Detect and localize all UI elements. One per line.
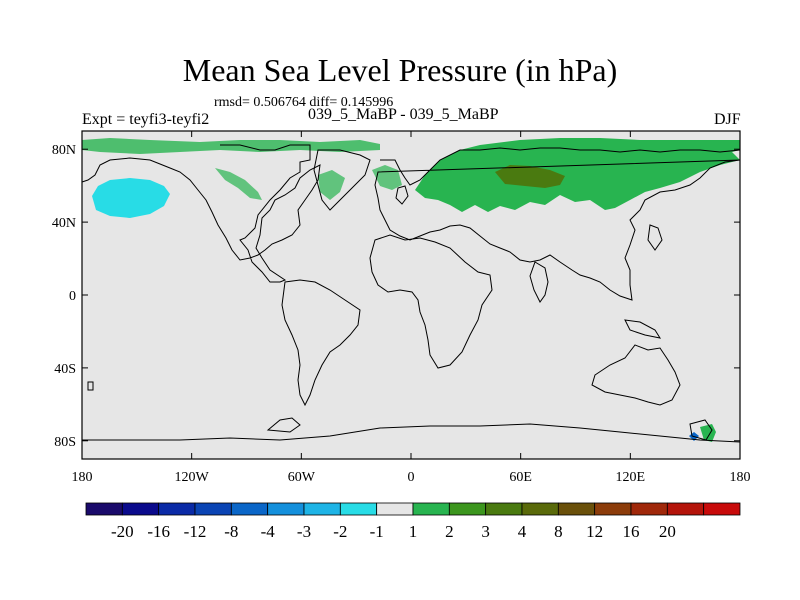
colorbar-label: 4 — [518, 522, 527, 541]
lat-tick-label: 40N — [52, 216, 76, 231]
subtitle: 039_5_MaBP - 039_5_MaBP — [308, 106, 499, 123]
coast-africa — [369, 234, 493, 369]
colorbar-swatch — [85, 502, 123, 516]
colorbar-swatch — [121, 502, 160, 516]
colorbar-swatch — [630, 502, 668, 516]
negative-region-north-pacific — [92, 178, 170, 218]
coast-antarctic-island — [689, 419, 713, 441]
colorbar-swatch — [303, 502, 341, 516]
colorbar-label: -1 — [370, 522, 384, 541]
lon-tick-label: 180 — [730, 470, 751, 485]
lat-tick-label: 0 — [69, 289, 76, 304]
colorbar-swatch — [412, 502, 450, 516]
colorbar-swatch — [594, 502, 632, 516]
lon-tick-label: 120E — [616, 470, 646, 485]
colorbar-swatch — [666, 502, 705, 516]
colorbar-label: 12 — [586, 522, 603, 541]
lon-tick-label: 120W — [175, 470, 210, 485]
coast-small-island — [87, 381, 94, 391]
positive-anomaly-regions — [82, 138, 740, 442]
positive-region-north-america — [215, 168, 262, 200]
colorbar-label: -2 — [333, 522, 347, 541]
colorbar-label: -12 — [184, 522, 207, 541]
colorbar-label: 20 — [659, 522, 676, 541]
colorbar-label: 2 — [445, 522, 454, 541]
colorbar-swatch — [230, 502, 269, 516]
coast-north-america — [81, 144, 321, 283]
positive-region-antarctic — [700, 424, 716, 442]
colorbar-swatch — [376, 502, 414, 516]
colorbar-swatch — [267, 502, 305, 516]
colorbar-swatch — [339, 502, 378, 516]
lat-tick-label: 40S — [54, 362, 76, 377]
coast-uk — [395, 185, 409, 205]
colorbar-swatch — [557, 502, 596, 516]
colorbar-swatch — [703, 502, 741, 516]
coast-japan — [647, 224, 663, 251]
colorbar: -20 -16 -12 -8 -4 -3 -2 -1 1 2 3 4 8 12 16 20 — [85, 502, 741, 541]
coast-antarctica — [82, 423, 741, 443]
colorbar-swatch — [485, 502, 523, 516]
positive-region-dark-patch — [495, 165, 565, 188]
lon-tick-label: 0 — [408, 470, 415, 485]
colorbar-label: -20 — [111, 522, 134, 541]
coast-greenland — [313, 149, 371, 211]
season-label: DJF — [714, 111, 741, 128]
coast-new-guinea — [624, 319, 662, 339]
coast-antarctic-peninsula — [266, 417, 301, 433]
colorbar-swatch — [158, 502, 196, 516]
colorbar-swatch — [521, 502, 559, 516]
coast-europe-asia — [374, 147, 741, 301]
positive-region-north-asia — [415, 138, 740, 212]
colorbar-label: 3 — [481, 522, 490, 541]
colorbar-label: -8 — [224, 522, 238, 541]
lon-tick-label: 180 — [72, 470, 93, 485]
lat-tick-label: 80N — [52, 143, 76, 158]
coastlines — [81, 144, 741, 443]
colorbar-label: -4 — [261, 522, 276, 541]
colorbar-label: 8 — [554, 522, 563, 541]
map-axis-ticks: 80N 40N 0 40S 80S 180 120W 60W 0 60E 120E 180 — [52, 131, 751, 485]
colorbar-label: 1 — [409, 522, 418, 541]
lat-tick-label: 80S — [54, 435, 76, 450]
colorbar-swatch — [194, 502, 232, 516]
positive-region-greenland — [318, 170, 345, 200]
experiment-label: Expt = teyfi3-teyfi2 — [82, 111, 210, 128]
stats-text: rmsd= 0.506764 diff= 0.145996 — [214, 95, 394, 110]
coast-south-america — [281, 279, 361, 407]
lon-tick-label: 60W — [288, 470, 316, 485]
plot-title: Mean Sea Level Pressure (in hPa) — [182, 52, 618, 88]
coast-india — [529, 261, 549, 303]
colorbar-label: 16 — [623, 522, 640, 541]
lon-tick-label: 60E — [509, 470, 532, 485]
coast-australia — [591, 344, 681, 406]
colorbar-label: -16 — [147, 522, 170, 541]
colorbar-swatch — [448, 502, 487, 516]
colorbar-label: -3 — [297, 522, 311, 541]
positive-region-arctic-strip — [82, 138, 380, 154]
